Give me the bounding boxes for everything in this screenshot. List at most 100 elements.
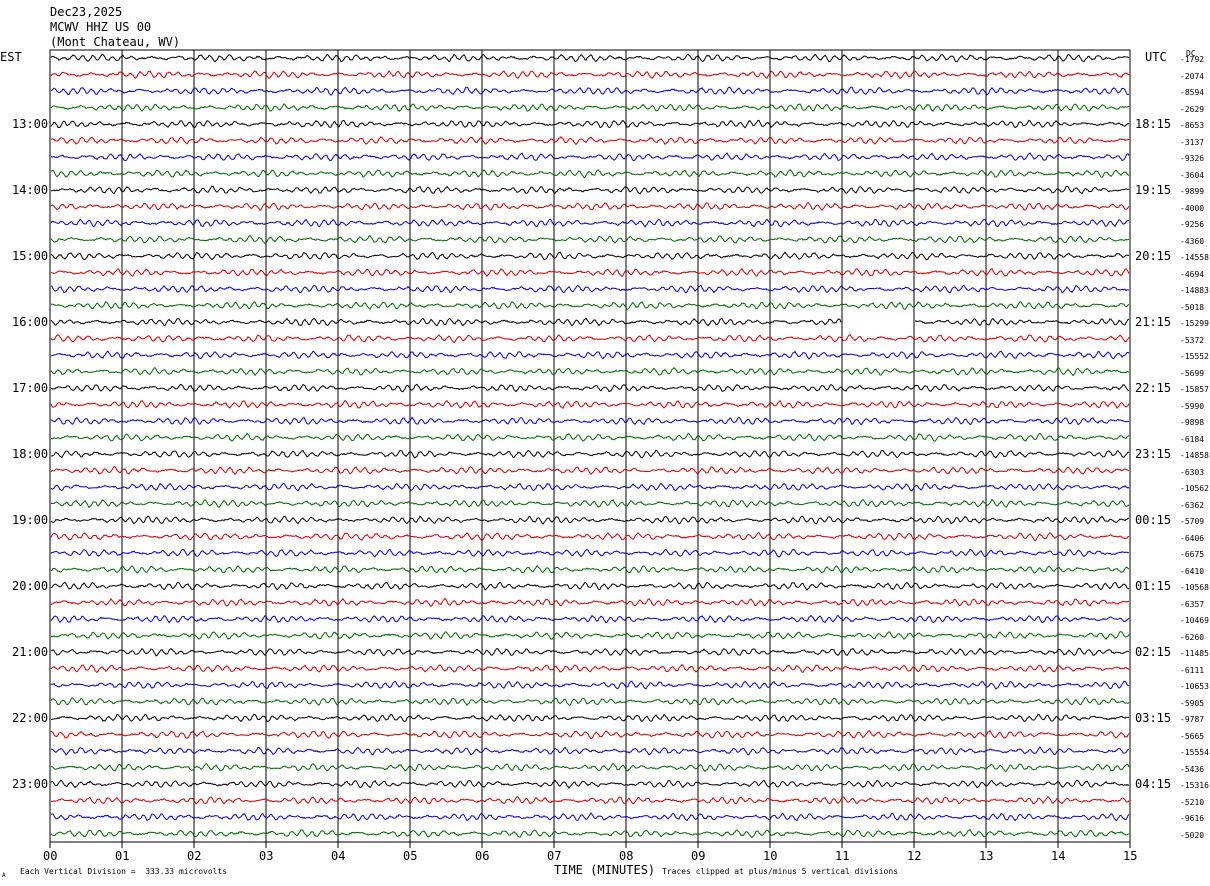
seismic-trace: [50, 631, 1130, 640]
x-tick-label: 12: [907, 849, 922, 863]
clip-note: Traces clipped at plus/minus 5 vertical …: [662, 867, 899, 876]
left-hour-label: 17:00: [12, 381, 49, 395]
plot-frame: [49, 49, 1131, 843]
dc-offset-label: -1792: [1180, 55, 1205, 64]
seismic-trace: [50, 796, 1130, 805]
plot-grid: [49, 49, 1131, 848]
dc-offset-label: -15299: [1180, 319, 1209, 328]
dc-offset-label: -14558: [1180, 253, 1209, 262]
seismic-trace: [50, 301, 1130, 311]
dc-offset-label: -9616: [1180, 814, 1205, 823]
right-hour-label: 22:15: [1135, 381, 1172, 395]
dc-offset-label: -11485: [1180, 649, 1209, 658]
seismic-trace: [50, 828, 1130, 839]
dc-offset-label: -5436: [1180, 764, 1205, 774]
seismic-trace: [50, 581, 1130, 591]
dc-offset-label: -5020: [1180, 830, 1205, 840]
corner-mark: A: [2, 872, 6, 879]
seismic-trace: [50, 466, 1130, 476]
header-date: Dec23,2025: [50, 5, 123, 19]
x-tick-label: 02: [187, 849, 202, 863]
dc-offset-label: -5210: [1180, 797, 1205, 807]
x-tick-label: 01: [115, 849, 130, 863]
dc-offset-label: -9326: [1180, 154, 1205, 163]
dc-offset-label: -15857: [1180, 385, 1209, 394]
seismic-trace: [50, 333, 1130, 344]
dc-offset-label: -4000: [1180, 203, 1205, 213]
dc-offset-label: -10653: [1180, 682, 1209, 691]
x-tick-label: 05: [403, 849, 418, 863]
seismic-trace: [50, 201, 1130, 212]
dc-offset-label: -5709: [1180, 517, 1205, 526]
dc-offset-label: -9899: [1180, 187, 1205, 196]
seismic-trace: [50, 366, 1130, 377]
x-tick-label: 15: [1123, 849, 1138, 863]
dc-offset-label: -3604: [1180, 170, 1205, 180]
seismic-trace: [51, 647, 1130, 657]
header-station: MCWV HHZ US 00: [50, 20, 152, 34]
seismic-trace: [50, 548, 1129, 558]
x-tick-label: 00: [43, 849, 58, 863]
dc-offset-label: -4360: [1180, 236, 1205, 246]
left-hour-label: 16:00: [12, 315, 49, 329]
left-hour-label: 13:00: [12, 117, 49, 131]
seismic-trace: [51, 432, 1130, 442]
right-hour-label: 01:15: [1135, 579, 1172, 593]
seismic-trace: [50, 746, 1129, 756]
seismic-trace: [50, 152, 1130, 162]
seismic-trace: [50, 103, 1130, 112]
dc-offset-label: -2629: [1180, 104, 1205, 114]
dc-offset-label: -5990: [1180, 401, 1205, 411]
left-timezone-label: EST: [0, 50, 22, 64]
seismic-trace: [51, 383, 1130, 393]
seismic-trace: [50, 267, 1130, 278]
dc-offset-label: -3137: [1180, 137, 1205, 147]
left-hour-label: 14:00: [12, 183, 49, 197]
right-hour-label: 21:15: [1135, 315, 1172, 329]
dc-offset-label: -14883: [1180, 286, 1209, 295]
seismic-trace: [50, 597, 1129, 608]
dc-offset-label: -6675: [1180, 550, 1205, 559]
right-hour-label: 20:15: [1135, 249, 1172, 263]
x-tick-label: 13: [979, 849, 994, 863]
dc-offset-label: -6410: [1180, 566, 1205, 576]
right-hour-label: 03:15: [1135, 711, 1172, 725]
dc-offset-label: -6260: [1180, 632, 1205, 642]
left-hour-label: 22:00: [12, 711, 49, 725]
seismic-trace: [50, 763, 1130, 773]
dc-offset-label: -15554: [1180, 748, 1209, 757]
seismic-trace: [50, 532, 1130, 542]
left-hour-label: 15:00: [12, 249, 49, 263]
dc-offset-label: -10469: [1180, 616, 1209, 625]
right-hour-label: 02:15: [1135, 645, 1172, 659]
trace-group: [50, 53, 1130, 839]
seismic-trace: [50, 168, 1130, 179]
left-hour-label: 19:00: [12, 513, 49, 527]
seismic-trace: [50, 86, 1130, 96]
scale-note: Each Vertical Division = 333.33 microvol…: [20, 867, 228, 876]
seismic-trace: [50, 729, 1130, 740]
seismic-trace: [50, 136, 1130, 146]
x-tick-label: 06: [475, 849, 490, 863]
x-tick-label: 07: [547, 849, 562, 863]
dc-offset-label: -5018: [1180, 302, 1205, 312]
dc-offset-label: -5665: [1180, 731, 1205, 741]
seismic-trace: [50, 697, 1130, 707]
dc-offset-label: -9256: [1180, 220, 1205, 229]
seismic-trace: [50, 498, 1130, 509]
left-hour-label: 20:00: [12, 579, 49, 593]
header-location: (Mont Chateau, WV): [50, 35, 181, 49]
seismic-trace: [50, 317, 1130, 327]
left-hour-label: 23:00: [12, 777, 49, 791]
dc-offset-label: -6184: [1180, 434, 1205, 444]
seismic-trace: [50, 284, 1129, 294]
x-tick-label: 04: [331, 849, 346, 863]
seismic-trace: [50, 680, 1130, 690]
dc-offset-label: -9787: [1180, 715, 1205, 724]
seismic-trace: [50, 779, 1130, 790]
seismic-trace: [50, 664, 1130, 674]
x-tick-label: 08: [619, 849, 634, 863]
seismic-trace: [50, 234, 1130, 245]
x-tick-label: 11: [835, 849, 850, 863]
seismic-trace: [50, 53, 1130, 63]
